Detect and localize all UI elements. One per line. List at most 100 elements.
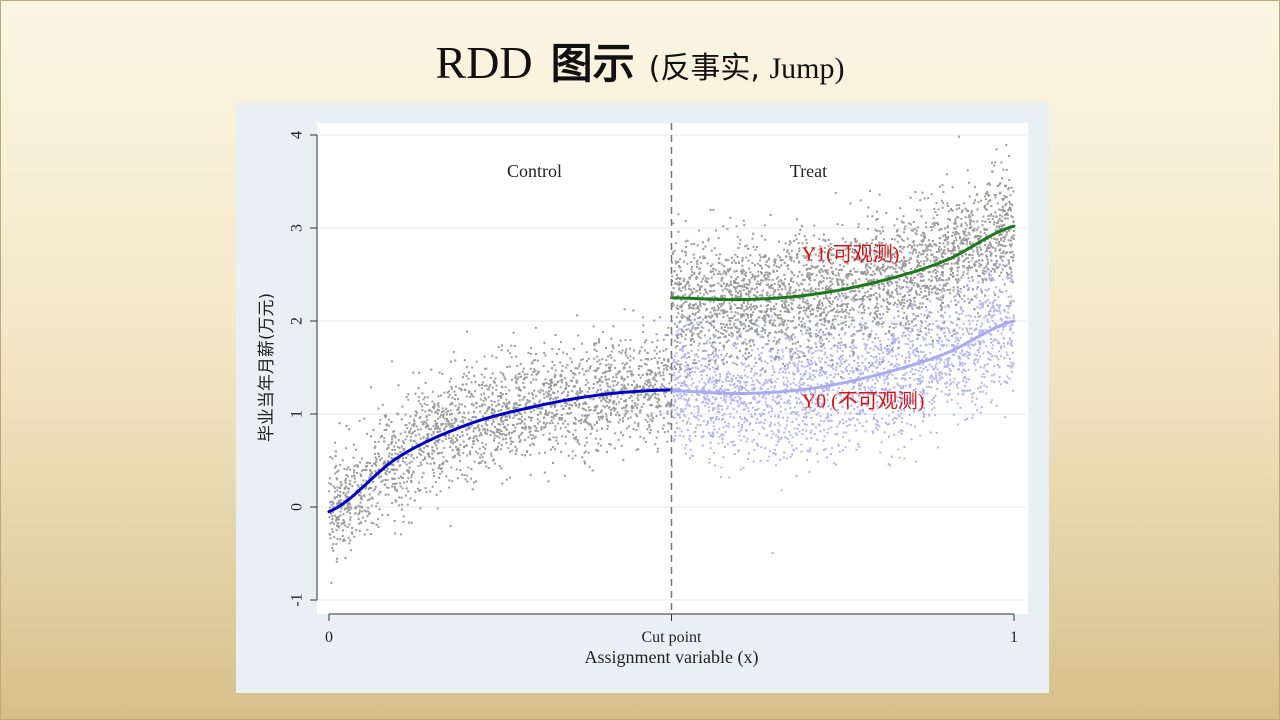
scatter-point bbox=[999, 182, 1002, 184]
scatter-point bbox=[572, 433, 575, 436]
scatter-point bbox=[972, 250, 975, 253]
scatter-point bbox=[876, 366, 879, 369]
scatter-point bbox=[803, 325, 806, 328]
scatter-point bbox=[475, 435, 478, 438]
scatter-point bbox=[856, 362, 859, 364]
scatter-point bbox=[651, 394, 654, 397]
scatter-point bbox=[366, 432, 368, 435]
scatter-point bbox=[612, 376, 615, 379]
scatter-point bbox=[1010, 344, 1013, 347]
scatter-point bbox=[785, 419, 788, 422]
scatter-point bbox=[810, 417, 813, 419]
scatter-point bbox=[979, 306, 982, 309]
scatter-point bbox=[1005, 233, 1008, 236]
scatter-point bbox=[393, 519, 396, 522]
scatter-point bbox=[933, 377, 936, 380]
scatter-point bbox=[618, 370, 621, 373]
scatter-point bbox=[331, 528, 334, 531]
scatter-point bbox=[716, 411, 719, 414]
scatter-point bbox=[821, 403, 824, 406]
scatter-point bbox=[829, 327, 832, 330]
scatter-point bbox=[828, 276, 831, 279]
scatter-point bbox=[722, 399, 725, 402]
scatter-point bbox=[921, 273, 923, 276]
scatter-point bbox=[987, 269, 990, 271]
scatter-point bbox=[851, 387, 854, 390]
scatter-point bbox=[656, 397, 659, 400]
scatter-point bbox=[915, 317, 917, 320]
scatter-point bbox=[598, 359, 601, 362]
scatter-point bbox=[329, 501, 332, 503]
scatter-point bbox=[415, 442, 418, 445]
scatter-point bbox=[622, 406, 625, 409]
scatter-point bbox=[581, 407, 584, 410]
scatter-point bbox=[578, 420, 580, 422]
scatter-point bbox=[989, 338, 992, 340]
scatter-point bbox=[930, 386, 933, 389]
scatter-point bbox=[518, 436, 521, 439]
scatter-point bbox=[658, 357, 661, 360]
scatter-point bbox=[728, 476, 731, 479]
scatter-point bbox=[687, 366, 690, 369]
scatter-point bbox=[745, 365, 748, 368]
scatter-point bbox=[905, 324, 907, 326]
scatter-point bbox=[445, 475, 448, 478]
scatter-point bbox=[876, 379, 879, 382]
scatter-point bbox=[984, 328, 987, 331]
scatter-point bbox=[649, 381, 652, 384]
scatter-point bbox=[870, 386, 873, 388]
scatter-point bbox=[348, 482, 351, 485]
scatter-point bbox=[794, 397, 797, 399]
scatter-point bbox=[492, 418, 495, 421]
scatter-point bbox=[595, 368, 598, 371]
scatter-point bbox=[679, 416, 681, 419]
scatter-point bbox=[527, 416, 530, 419]
scatter-point bbox=[430, 434, 433, 436]
scatter-point bbox=[554, 396, 557, 399]
scatter-point bbox=[934, 394, 937, 397]
scatter-point bbox=[805, 437, 808, 440]
scatter-point bbox=[636, 396, 639, 399]
scatter-point bbox=[722, 312, 725, 315]
scatter-point bbox=[811, 423, 814, 426]
scatter-point bbox=[1012, 389, 1015, 392]
scatter-point bbox=[398, 504, 400, 507]
scatter-point bbox=[809, 367, 812, 370]
scatter-point bbox=[905, 398, 907, 401]
scatter-point bbox=[754, 372, 757, 375]
scatter-point bbox=[1008, 273, 1011, 276]
scatter-point bbox=[973, 353, 976, 356]
scatter-point bbox=[751, 388, 754, 391]
scatter-point bbox=[683, 381, 686, 384]
scatter-point bbox=[975, 293, 978, 296]
scatter-point bbox=[609, 409, 612, 411]
scatter-point bbox=[544, 378, 547, 381]
scatter-point bbox=[967, 287, 970, 290]
scatter-point bbox=[1002, 328, 1005, 331]
scatter-point bbox=[643, 386, 646, 389]
scatter-point bbox=[394, 499, 397, 502]
scatter-point bbox=[887, 383, 890, 386]
scatter-point bbox=[343, 520, 346, 523]
scatter-point bbox=[504, 378, 507, 381]
scatter-point bbox=[993, 373, 996, 376]
scatter-point bbox=[708, 461, 711, 464]
scatter-point bbox=[801, 324, 804, 326]
scatter-point bbox=[907, 351, 910, 353]
scatter-point bbox=[788, 430, 791, 433]
scatter-point bbox=[922, 396, 925, 399]
scatter-point bbox=[418, 452, 421, 455]
scatter-point bbox=[544, 426, 547, 429]
scatter-point bbox=[947, 330, 950, 333]
scatter-point bbox=[357, 513, 360, 516]
scatter-point bbox=[940, 303, 943, 306]
scatter-point bbox=[686, 368, 689, 371]
scatter-point bbox=[609, 420, 612, 423]
scatter-point bbox=[996, 229, 999, 232]
scatter-point bbox=[819, 371, 821, 374]
scatter-point bbox=[512, 424, 515, 426]
scatter-point bbox=[897, 299, 900, 302]
scatter-point bbox=[858, 445, 861, 448]
scatter-point bbox=[684, 407, 687, 410]
scatter-point bbox=[924, 320, 927, 323]
